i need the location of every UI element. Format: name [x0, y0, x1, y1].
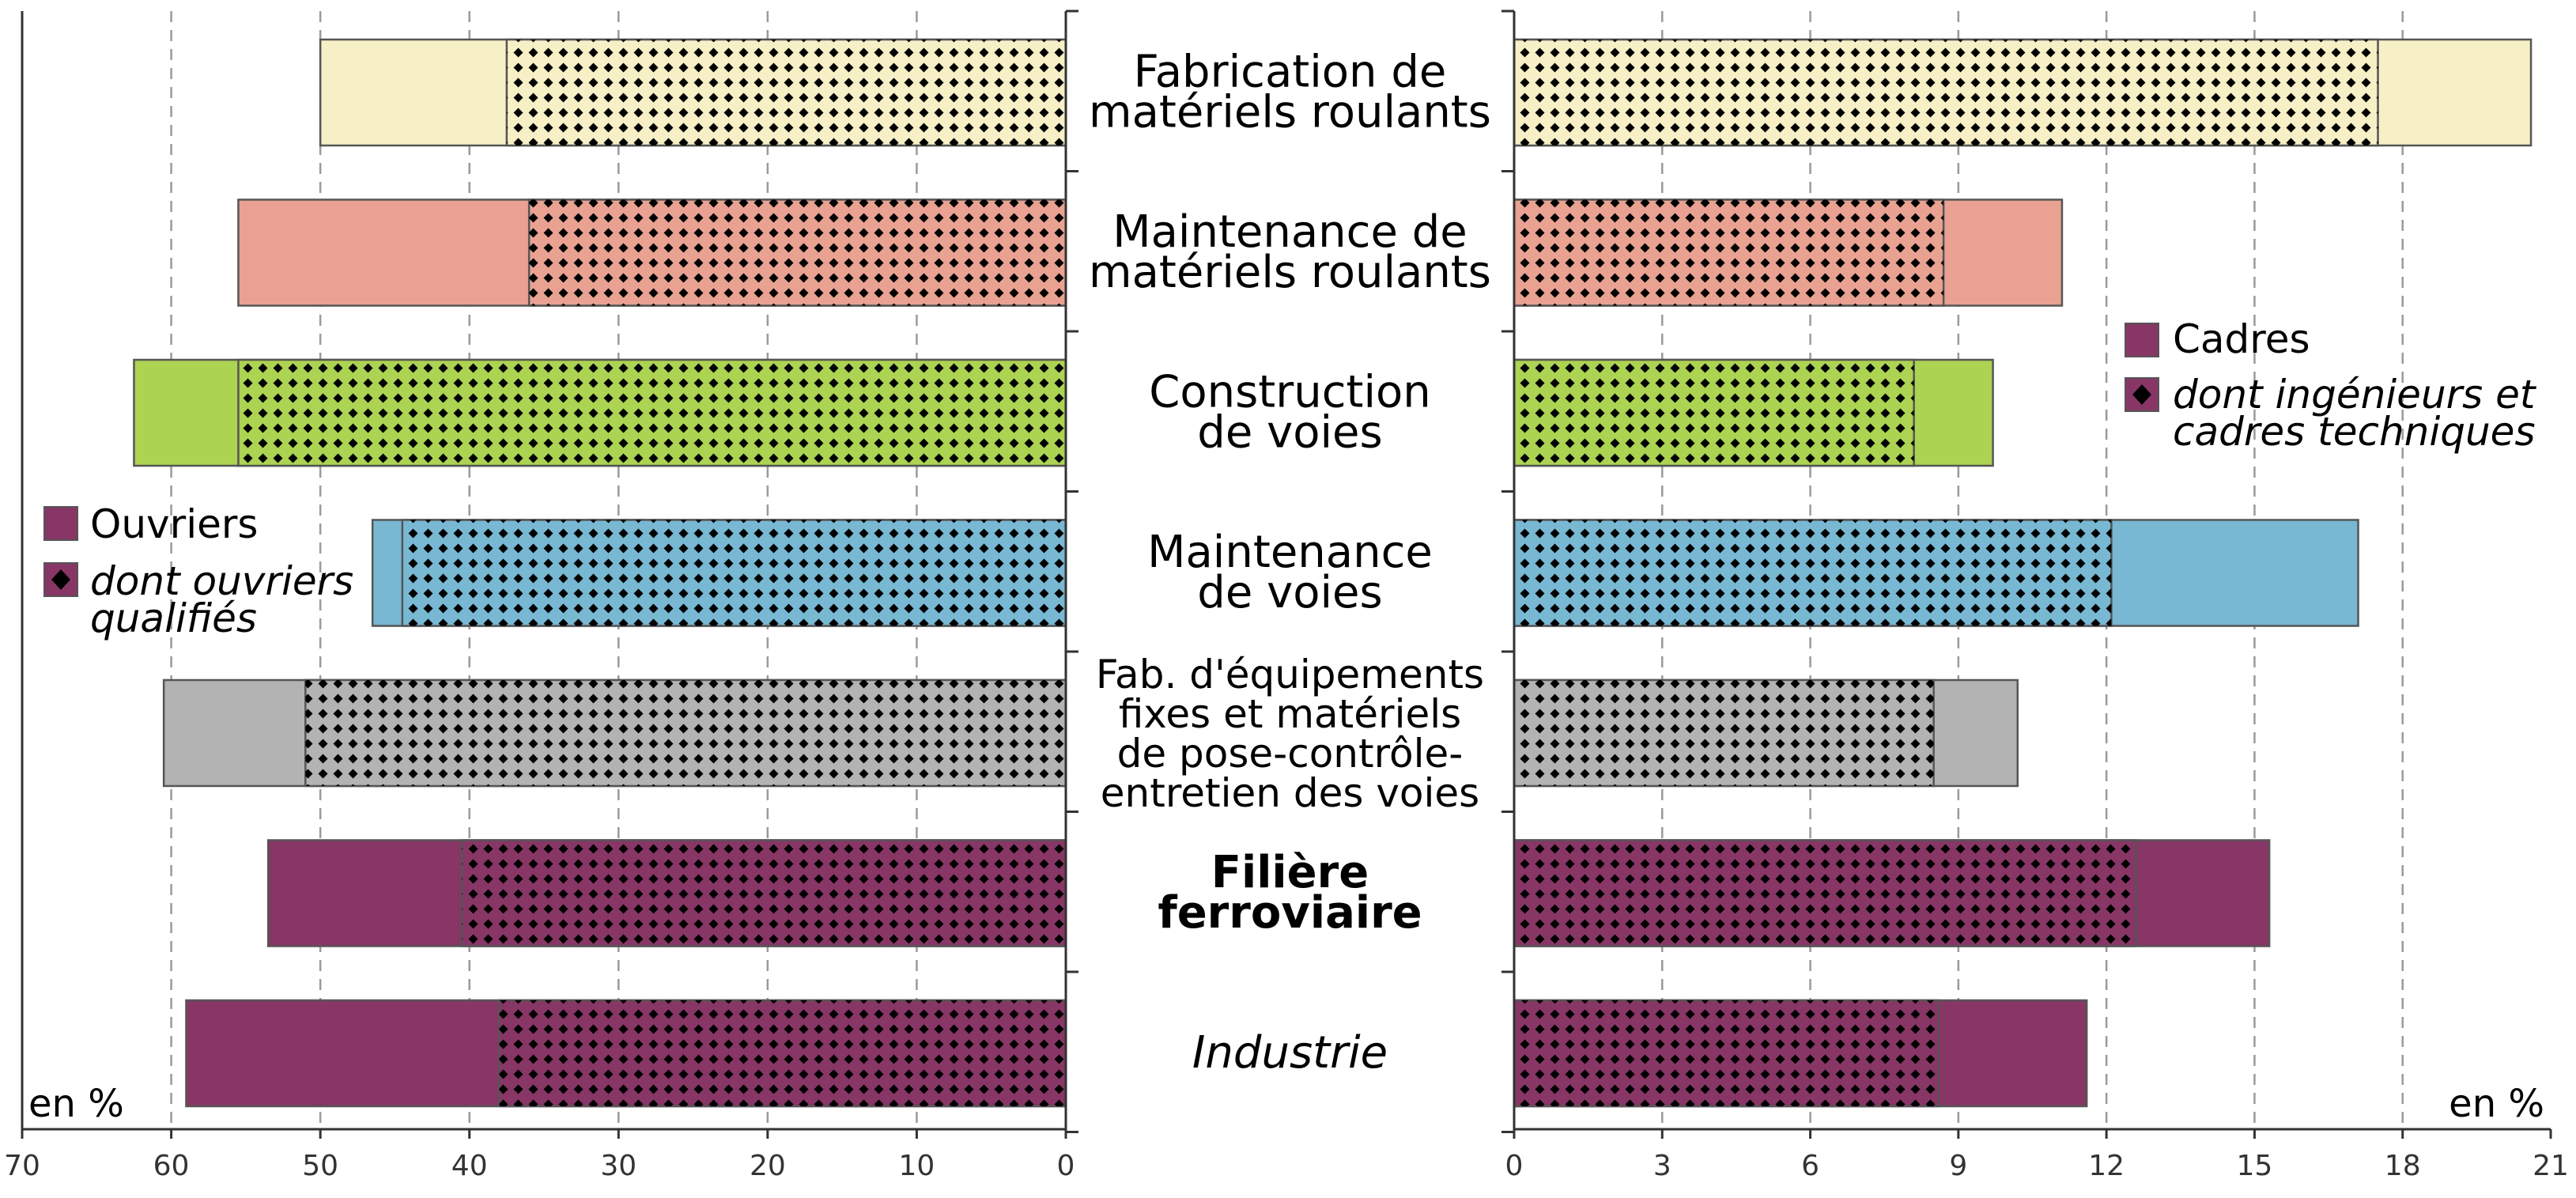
right-unit-label: en % [2449, 1082, 2544, 1126]
legend-swatch-ouvriers [43, 506, 78, 541]
bar-ouvriers-qualifies-pattern [462, 840, 1066, 947]
category-label-line: Filière [1211, 847, 1369, 898]
legend-diamond-icon [2132, 384, 2151, 405]
x-tick-label: 6 [1801, 1150, 1819, 1182]
bar-ingenieurs-pattern [1514, 199, 1944, 306]
x-tick-label: 21 [2533, 1150, 2569, 1182]
category-label-line: Maintenance de [1112, 206, 1467, 258]
x-tick-label: 50 [302, 1150, 338, 1182]
legend-label-cadres: Cadres [2173, 316, 2310, 362]
legend-swatch-cadres [2125, 323, 2159, 357]
x-tick-label: 60 [153, 1150, 190, 1182]
category-label-line: Fabrication de [1134, 47, 1447, 98]
legend-label-ouvriers-qualifies-2: qualifiés [90, 595, 257, 641]
category-label-line: Construction [1149, 367, 1431, 418]
bar-ingenieurs-pattern [1514, 840, 2136, 947]
bar-ingenieurs-pattern [1514, 40, 2378, 145]
x-tick-label: 40 [451, 1150, 488, 1182]
legend-label-ouvriers-qualifies-1: dont ouvriers [90, 558, 353, 604]
bar-ouvriers-qualifies-pattern [402, 520, 1066, 626]
category-label: Maintenance de matériels roulants [1089, 206, 1491, 298]
legend-right: Cadres dont ingénieurs et cadres techniq… [2125, 316, 2537, 455]
bar-ingenieurs-pattern [1514, 680, 1934, 786]
category-label-line: de voies [1197, 567, 1382, 618]
category-label-line: Fab. d'équipements [1096, 652, 1484, 697]
category-label: Filière ferroviaire [1158, 847, 1422, 939]
category-label-line: de pose-contrôle- [1117, 731, 1464, 777]
category-label-line: ferroviaire [1158, 887, 1422, 939]
x-tick-label: 3 [1653, 1150, 1671, 1182]
left-bars [133, 38, 1067, 1108]
axes [21, 9, 2551, 1133]
category-label-line: fixes et matériels [1119, 691, 1461, 737]
x-tick-label: 0 [1057, 1150, 1075, 1182]
category-labels: Fabrication de matériels roulantsMaintena… [1089, 47, 1491, 1079]
legend-label-ingenieurs-1: dont ingénieurs et [2173, 372, 2537, 418]
bar-ouvriers-qualifies-pattern [506, 40, 1066, 145]
left-unit-label: en % [28, 1082, 124, 1126]
category-label-line: matériels roulants [1089, 87, 1491, 138]
bar-ouvriers-qualifies-pattern [305, 680, 1066, 786]
bar-ingenieurs-pattern [1514, 360, 1914, 466]
legend-left: Ouvriers dont ouvriers qualifiés [43, 501, 353, 641]
x-tick-label: 12 [2088, 1150, 2125, 1182]
category-label-line: entretien des voies [1101, 770, 1479, 816]
right-bars [1513, 38, 2533, 1108]
x-tick-label: 0 [1505, 1150, 1524, 1182]
category-label-line: Maintenance [1147, 527, 1433, 578]
category-label: Fabrication de matériels roulants [1089, 47, 1491, 138]
x-tick-label: 15 [2237, 1150, 2273, 1182]
bar-ingenieurs-pattern [1514, 520, 2112, 626]
category-label: Construction de voies [1149, 367, 1431, 459]
bar-ouvriers-qualifies-pattern [529, 199, 1066, 306]
x-tick-label: 10 [899, 1150, 935, 1182]
right-tick-labels: 0 3 6 9 12 15 18 21 [1505, 1129, 2569, 1182]
category-label: Maintenance de voies [1147, 527, 1433, 618]
x-tick-label: 18 [2385, 1150, 2421, 1182]
legend-label-ouvriers: Ouvriers [90, 501, 258, 547]
category-label: Industrie [1192, 1027, 1388, 1079]
legend-label-ingenieurs-2: cadres techniques [2173, 409, 2536, 455]
x-tick-label: 9 [1949, 1150, 1967, 1182]
legend-diamond-icon [51, 569, 70, 590]
category-label-line: de voies [1197, 407, 1382, 459]
category-label-line: matériels roulants [1089, 247, 1491, 298]
x-tick-label: 70 [4, 1150, 40, 1182]
bar-ouvriers-qualifies-pattern [238, 360, 1066, 466]
x-tick-label: 20 [750, 1150, 786, 1182]
bar-ingenieurs-pattern [1514, 1000, 1939, 1106]
x-tick-label: 30 [600, 1150, 636, 1182]
category-label: Fab. d'équipements fixes et matériels de p… [1096, 652, 1484, 816]
bar-ouvriers-qualifies-pattern [499, 1000, 1066, 1106]
left-tick-labels: 70 60 50 40 30 20 10 0 [4, 1129, 1075, 1182]
category-label-line: Industrie [1192, 1027, 1388, 1079]
